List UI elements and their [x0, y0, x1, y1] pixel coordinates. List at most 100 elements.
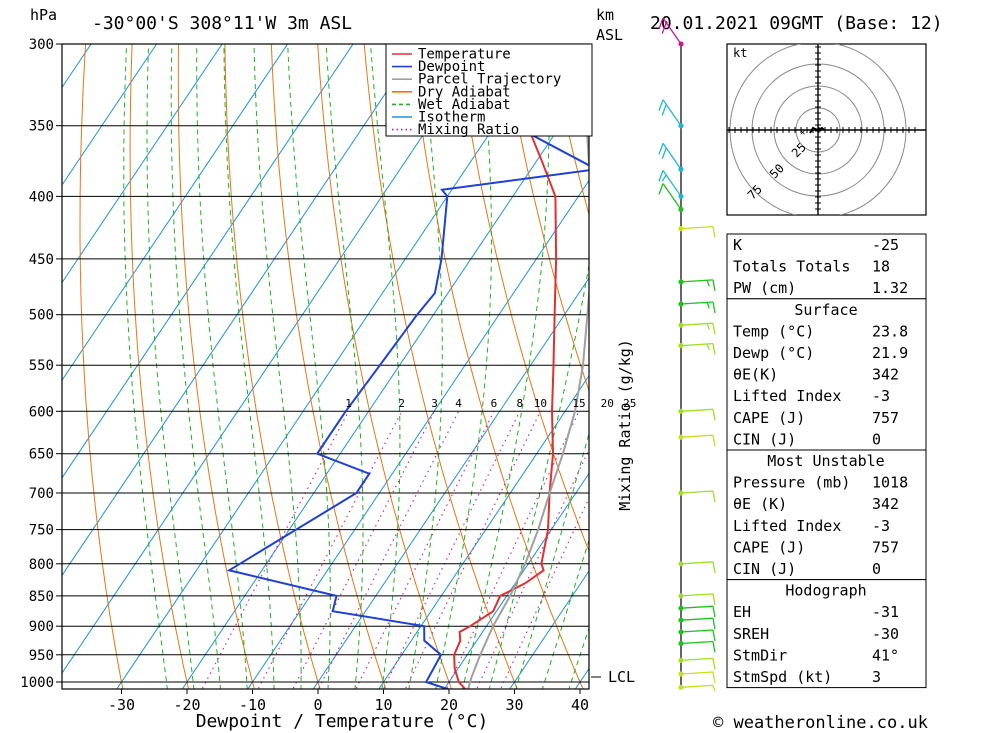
datetime-title: 20.01.2021 09GMT (Base: 12): [650, 13, 943, 34]
mixing-ratio-line: [201, 411, 350, 689]
wet-adiabat-line: [287, 44, 331, 689]
wind-barb: [678, 225, 716, 238]
mixing-ratio-label: 8: [516, 397, 523, 410]
indices-row-label: Lifted Index: [733, 387, 841, 405]
wet-adiabat-line: [123, 44, 168, 689]
indices-row-value: -3: [872, 517, 890, 535]
mixing-ratio-line: [355, 411, 495, 689]
series-line-parcel-trajectory: [467, 44, 589, 689]
indices-row-label: θE(K): [733, 366, 778, 384]
dry-adiabat-line: [456, 44, 589, 553]
indices-section: Surface Temp (°C) 23.8 Dewp (°C) 21.9 θE(K) 34…: [726, 298, 927, 451]
wind-barb: [678, 684, 716, 692]
indices-row-label: StmDir: [733, 646, 787, 664]
legend-label: Dry Adiabat: [418, 84, 511, 100]
indices-row-label: K: [733, 236, 742, 254]
indices-row-label: CAPE (J): [733, 538, 805, 556]
plot-frame: [61, 43, 590, 690]
indices-section-title: Hodograph: [785, 582, 866, 600]
y-tick-label: 750: [29, 523, 54, 539]
indices-row-label: SREH: [733, 625, 769, 643]
lcl-marker: LCL: [591, 668, 635, 686]
wind-barb: [658, 17, 684, 47]
y-tick-label: 500: [29, 308, 54, 324]
dry-adiabat-line: [129, 44, 190, 689]
indices-row-value: 3: [872, 668, 881, 686]
wind-barb: [678, 657, 716, 670]
indices-row-label: PW (cm): [733, 279, 796, 297]
indices-row-value: -30: [872, 625, 899, 643]
wind-barb: [678, 629, 716, 642]
mixing-ratio-label: 20: [601, 397, 614, 410]
wind-barb: [658, 99, 684, 129]
mixing-ratio-label: 25: [623, 397, 636, 410]
x-tick-label: -30: [108, 696, 135, 714]
wet-adiabat-line: [146, 44, 195, 689]
indices-row-value: 18: [872, 258, 890, 276]
wet-adiabat-line: [196, 44, 248, 689]
x-tick-label: 10: [374, 696, 392, 714]
y-tick-label: 650: [29, 447, 54, 463]
indices-row-value: 0: [872, 430, 881, 448]
wind-barb: [678, 593, 716, 606]
height-unit-label: km: [596, 6, 614, 24]
mixing-ratio-line: [476, 448, 589, 689]
isotherm-line: [62, 44, 92, 89]
indices-row-value: 1018: [872, 474, 908, 492]
indices-row-label: EH: [733, 603, 751, 621]
y-tick-label: 300: [29, 37, 54, 53]
indices-row-value: 23.8: [872, 322, 908, 340]
wind-barb: [678, 671, 716, 684]
copyright-text: © weatheronline.co.uk: [713, 713, 928, 733]
dry-adiabat-line: [968, 44, 1000, 708]
mixing-ratio-label: 2: [398, 397, 405, 410]
indices-row-label: CAPE (J): [733, 409, 805, 427]
dry-adiabat-line: [502, 44, 589, 393]
wind-barb: [678, 408, 716, 421]
indices-row-value: 1.32: [872, 279, 908, 297]
indices-row-label: Totals Totals: [733, 258, 850, 276]
hodograph-storm-marker: ✕: [800, 128, 805, 138]
mixing-ratio-label: 4: [455, 397, 462, 410]
series-line-temperature: [453, 44, 558, 689]
lcl-label: LCL: [608, 668, 635, 686]
wind-barb: [678, 561, 716, 573]
indices-section: Hodograph EH -31 SREH -30 StmDir 41° StmSpd (kt…: [726, 579, 927, 689]
legend-label: Isotherm: [418, 110, 485, 126]
wet-adiabat-line: [541, 538, 589, 689]
y-axis-ticks: 300 350 400 450 500 550 600 650 700 750 800 850 900 9…: [20, 37, 62, 691]
indices-row-label: CIN (J): [733, 560, 796, 578]
y-tick-label: 550: [29, 358, 54, 374]
indices-row-value: 757: [872, 538, 899, 556]
wind-barb: [658, 170, 684, 199]
wind-barb: [678, 301, 716, 314]
mixing-ratio-label: 3: [431, 397, 438, 410]
mixing-ratio-label: 10: [534, 397, 547, 410]
legend-label: Temperature: [418, 47, 511, 63]
legend-label: Mixing Ratio: [418, 122, 519, 138]
indices-row-label: Lifted Index: [733, 517, 841, 535]
indices-row-label: Pressure (mb): [733, 474, 850, 492]
mixing-ratio-label: 6: [491, 397, 498, 410]
wind-barbs: [658, 17, 716, 692]
isotherm-line: [509, 570, 589, 689]
location-title: -30°00'S 308°11'W 3m ASL: [92, 13, 352, 34]
mixing-ratio-line: [382, 411, 521, 689]
dry-adiabat-line: [410, 44, 584, 689]
dry-adiabat-line: [921, 44, 1000, 708]
profile-lines: [226, 44, 589, 689]
indices-row-value: 0: [872, 560, 881, 578]
dry-adiabat-line: [270, 44, 387, 689]
isotherm-line: [312, 277, 589, 689]
legend-label: Parcel Trajectory: [418, 72, 561, 88]
isotherm-line: [62, 44, 158, 186]
indices-section: Most Unstable Pressure (mb) 1018 θE (K) 342 L…: [726, 449, 927, 581]
indices-row-value: -3: [872, 387, 890, 405]
height-unit-asl-label: ASL: [596, 26, 623, 44]
x-tick-label: -20: [173, 696, 200, 714]
y-tick-label: 1000: [20, 675, 54, 691]
indices-row-value: 21.9: [872, 344, 908, 362]
indices-section: K -25 Totals Totals 18 PW (cm) 1.32: [726, 233, 927, 300]
dry-adiabat-line: [317, 44, 453, 689]
